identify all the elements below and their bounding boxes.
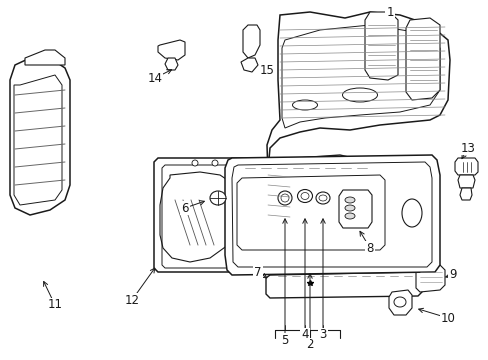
- Polygon shape: [224, 155, 439, 275]
- Ellipse shape: [315, 192, 329, 204]
- Ellipse shape: [209, 191, 225, 205]
- Polygon shape: [388, 290, 411, 315]
- Polygon shape: [415, 265, 444, 292]
- Ellipse shape: [281, 194, 288, 202]
- Text: 7: 7: [254, 266, 261, 279]
- Ellipse shape: [278, 191, 291, 205]
- Text: 9: 9: [448, 269, 456, 282]
- Ellipse shape: [401, 199, 421, 227]
- Polygon shape: [266, 12, 449, 237]
- Polygon shape: [264, 155, 387, 262]
- Ellipse shape: [345, 197, 354, 203]
- Ellipse shape: [345, 213, 354, 219]
- Ellipse shape: [301, 193, 308, 199]
- Polygon shape: [457, 175, 474, 188]
- Text: 4: 4: [301, 328, 308, 342]
- Ellipse shape: [318, 195, 326, 201]
- Ellipse shape: [231, 160, 238, 166]
- Polygon shape: [154, 158, 267, 272]
- Text: 5: 5: [281, 333, 288, 346]
- Ellipse shape: [345, 205, 354, 211]
- Text: 13: 13: [460, 141, 474, 154]
- Text: 15: 15: [259, 63, 274, 77]
- Text: 1: 1: [386, 5, 393, 18]
- Polygon shape: [364, 12, 397, 80]
- Ellipse shape: [292, 100, 317, 110]
- Ellipse shape: [342, 88, 377, 102]
- Text: 8: 8: [366, 242, 373, 255]
- Text: 14: 14: [147, 72, 162, 85]
- Polygon shape: [338, 190, 371, 228]
- Text: 3: 3: [319, 328, 326, 342]
- Polygon shape: [265, 272, 421, 298]
- Text: 6: 6: [181, 202, 188, 215]
- Polygon shape: [243, 25, 260, 58]
- Ellipse shape: [285, 170, 364, 250]
- Text: 10: 10: [440, 311, 454, 324]
- Polygon shape: [459, 188, 471, 200]
- Polygon shape: [454, 158, 477, 175]
- Polygon shape: [405, 18, 439, 100]
- Text: 12: 12: [124, 293, 139, 306]
- Polygon shape: [10, 58, 70, 215]
- Ellipse shape: [212, 160, 218, 166]
- Ellipse shape: [297, 189, 312, 202]
- Text: 2: 2: [305, 338, 313, 351]
- Polygon shape: [164, 58, 178, 70]
- Text: 11: 11: [47, 298, 62, 311]
- Polygon shape: [158, 40, 184, 60]
- Polygon shape: [241, 58, 258, 72]
- Polygon shape: [25, 50, 65, 65]
- Ellipse shape: [192, 160, 198, 166]
